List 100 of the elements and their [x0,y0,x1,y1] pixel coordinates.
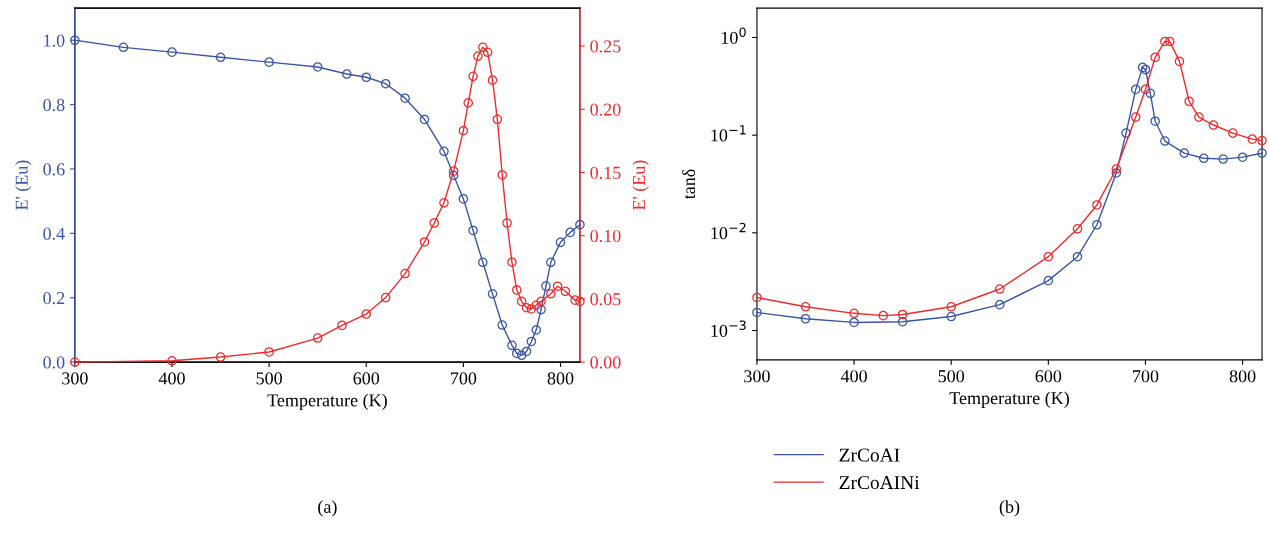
point [1092,219,1102,230]
y-tick-label: 10$^{−3}$ [711,320,746,337]
point [1111,168,1122,178]
point [516,350,527,361]
x-tick-label: 300 [744,370,770,383]
point [555,237,566,248]
point [1228,128,1238,138]
point [552,281,563,292]
point [429,218,440,228]
point [497,170,508,180]
point [1111,164,1122,174]
point [994,284,1005,294]
x-tick-label: 500 [256,372,282,385]
point [752,292,762,303]
point [419,237,430,247]
y2-tick-label: 0.00 [590,356,621,369]
text: (b) [999,500,1020,517]
point [448,170,459,181]
point [439,146,449,157]
point [946,301,957,312]
y2-tick-label: 0.20 [590,103,621,116]
point [482,47,493,58]
point [167,356,177,366]
point [1164,36,1175,47]
point [946,311,957,322]
x-tick-label: 700 [451,372,477,385]
y-tick-label: 0.8 [43,98,65,112]
legend-label: ZrCoAINi [839,476,920,490]
y2-tick-label: 0.10 [590,229,621,243]
point [1121,128,1131,138]
point [521,346,532,357]
point [531,325,542,335]
point [458,194,469,204]
y-tick-label: 1.0 [44,34,65,47]
point [512,285,522,295]
point [1072,224,1083,234]
x-tick-label: 800 [547,372,574,385]
point [497,320,508,330]
point [215,352,226,362]
point [342,69,352,79]
y2-tick-label: 0.05 [590,293,621,306]
x-tick-label: 400 [840,370,867,383]
x-tick-label: 300 [62,372,88,385]
point [546,289,556,299]
point [1140,84,1151,95]
y2-tick-label: 0.15 [590,166,621,179]
point [1145,88,1156,99]
point [264,57,274,67]
point [439,197,449,208]
point [536,304,546,315]
point [546,257,556,268]
point [507,340,517,351]
point [463,98,474,108]
point [800,301,811,312]
x-axis-title: Temperature (K) [949,391,1069,408]
point [897,316,908,327]
point [502,218,512,228]
point [849,317,859,328]
point [468,71,478,82]
point [1072,251,1083,262]
point [1043,275,1054,286]
point [380,292,391,303]
point [526,304,537,314]
point [1150,52,1160,63]
x-tick-label: 800 [1229,370,1256,383]
point [1184,96,1194,107]
point [478,42,488,53]
point [1208,120,1219,130]
point [70,357,80,367]
y-tick-label: 0.4 [43,227,65,240]
y-tick-label: 0.2 [43,291,65,305]
y2-axis-title: E' (Eu) [632,160,649,210]
point [1237,152,1248,162]
point [565,227,576,238]
point [526,336,537,347]
point [380,78,391,89]
point [337,320,347,331]
x-tick-label: 600 [353,372,380,385]
point [1257,148,1267,158]
y-axis-title: E' (Eu) [15,160,32,210]
x-tick-label: 400 [158,372,185,385]
point [575,296,585,307]
point [458,125,469,136]
point [70,35,80,46]
point [1247,134,1258,144]
point [1043,251,1054,262]
point [575,219,585,230]
point [541,281,551,291]
point [419,114,430,125]
point [849,308,859,319]
y-tick-label: 0.6 [43,163,65,176]
point [994,299,1005,310]
point [800,313,811,324]
point [1130,84,1141,95]
point [312,62,323,72]
point [215,52,226,63]
point [507,257,517,267]
point [487,289,498,299]
x-axis-title: Temperature (K) [267,393,387,411]
point [468,225,478,236]
